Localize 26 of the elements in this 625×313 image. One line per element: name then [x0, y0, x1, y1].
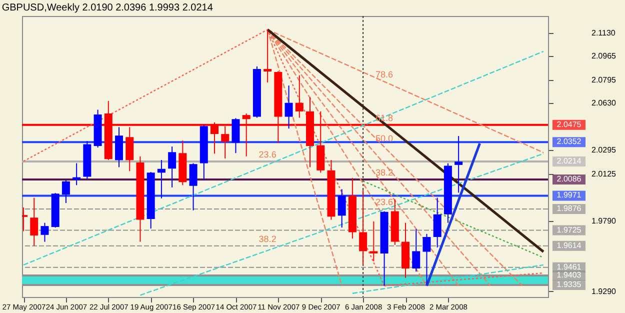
chart-title: GBPUSD,Weekly 2.0190 2.0396 1.9993 2.0214 — [2, 2, 214, 14]
ref-line-label: 2.0475 — [556, 120, 582, 129]
annotation: 78.6 — [376, 70, 394, 80]
ref-line-label: 1.9971 — [556, 190, 582, 200]
y-tick-label: 1.9790 — [592, 216, 617, 226]
ref-line-label: 1.9876 — [556, 204, 582, 214]
annotation: 38.2 — [258, 234, 276, 244]
y-tick-label: 2.1130 — [592, 28, 616, 38]
ref-line-label: 1.9614 — [556, 240, 582, 250]
annotation: 23.6 — [376, 197, 394, 208]
ref-line-label: 2.0352 — [556, 137, 582, 146]
annotation: 23.6 — [258, 150, 276, 160]
ref-line-label: 2.0086 — [556, 174, 582, 184]
ref-line-label: 1.9461 — [556, 262, 582, 272]
y-tick-label: 2.0795 — [592, 75, 617, 84]
ref-line-label: 1.9403 — [556, 270, 582, 280]
ref-line-label: 1.9335 — [556, 280, 582, 290]
ref-line-label: 1.9725 — [556, 225, 582, 234]
y-tick-label: 2.0295 — [592, 146, 617, 155]
annotation: 50.0 — [376, 133, 394, 144]
annotation: 38.2 — [376, 168, 394, 178]
y-tick-label: 2.0630 — [592, 98, 617, 108]
y-tick-label: 1.9290 — [592, 286, 617, 296]
ref-line-label: 2.0214 — [556, 156, 582, 166]
y-tick-label: 2.0125 — [592, 170, 617, 179]
y-tick-label: 2.0965 — [592, 52, 617, 61]
